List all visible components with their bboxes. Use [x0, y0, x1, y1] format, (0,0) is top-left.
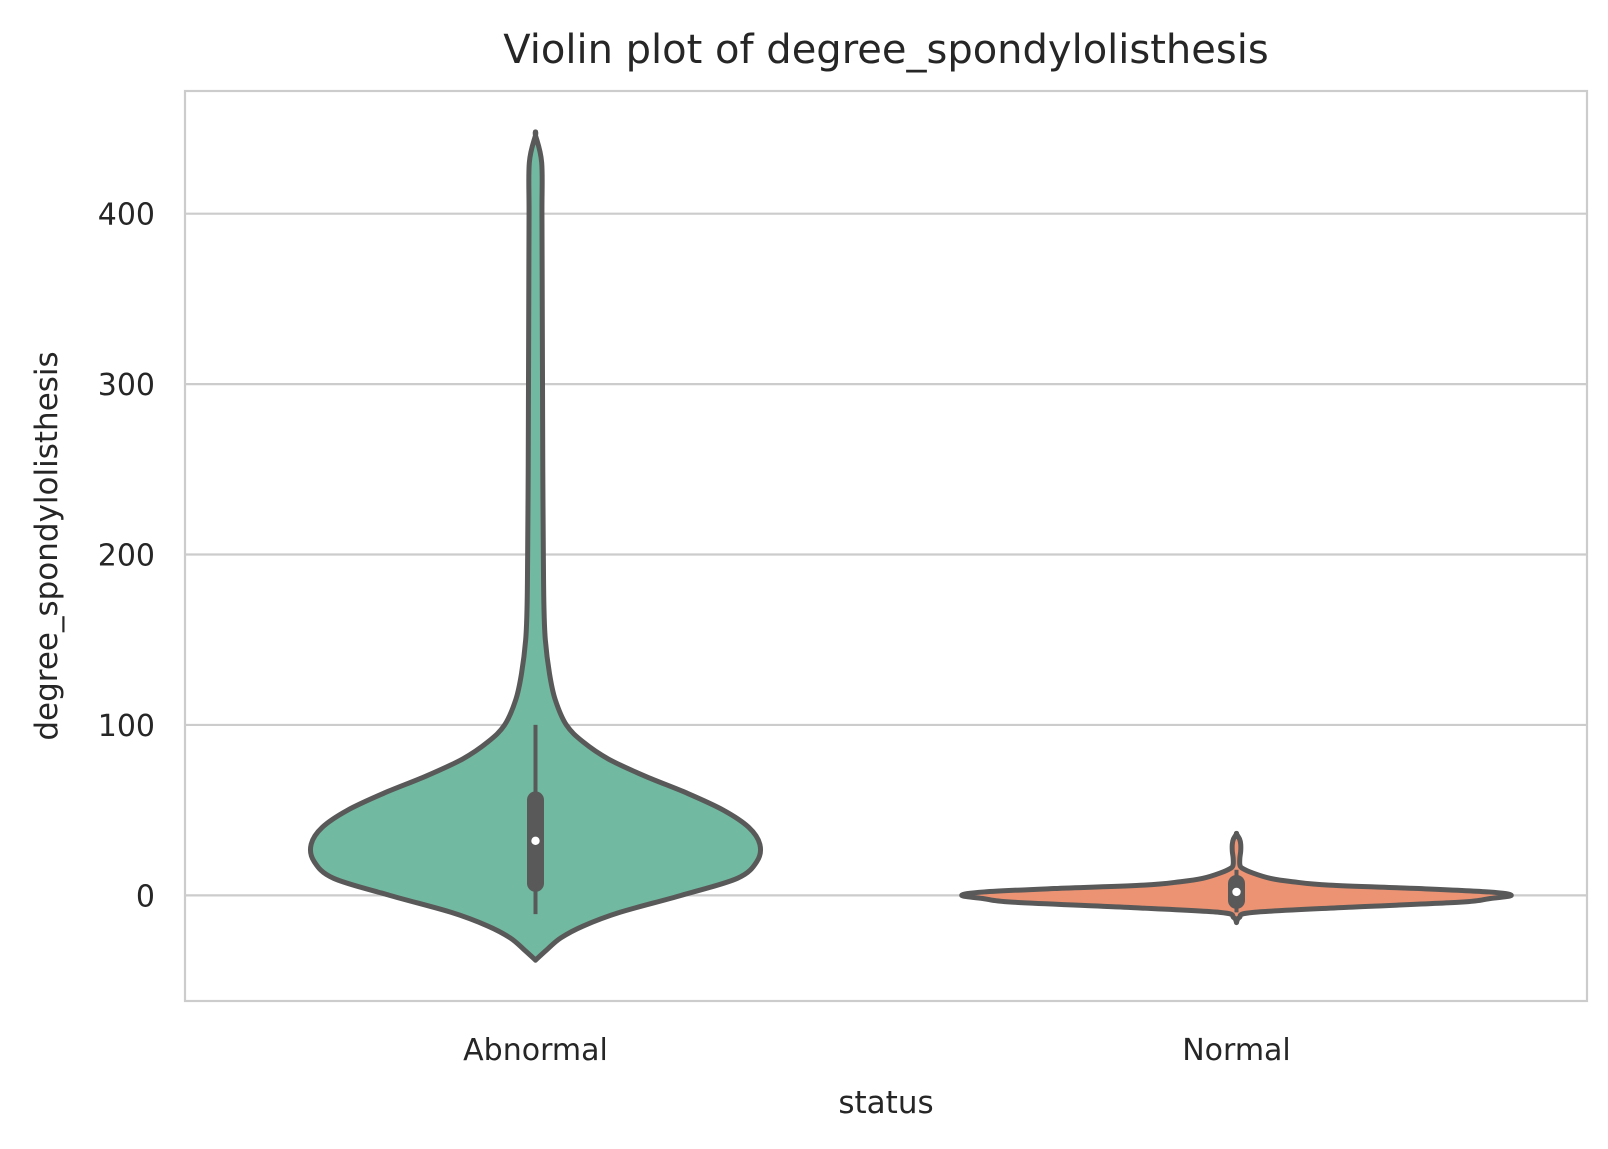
y-tick-label-100: 100 — [98, 709, 155, 744]
y-tick-label-400: 400 — [98, 198, 155, 233]
x-tick-label-normal: Normal — [1182, 1033, 1291, 1068]
violins — [307, 129, 1514, 963]
y-tick-labels: 0 100 200 300 400 — [98, 198, 155, 915]
y-tick-label-200: 200 — [98, 539, 155, 574]
median-dot-normal — [1232, 887, 1241, 897]
y-tick-label-0: 0 — [136, 879, 155, 914]
plot-frame — [183, 89, 1589, 1003]
violin-body-abnormal — [307, 129, 764, 963]
x-tick-label-abnormal: Abnormal — [463, 1033, 608, 1068]
x-axis-label: status — [838, 1085, 933, 1121]
violin-normal — [959, 830, 1514, 926]
y-tick-label-300: 300 — [98, 368, 155, 403]
chart-title: Violin plot of degree_spondylolisthesis — [503, 27, 1268, 73]
median-dot-abnormal — [531, 836, 540, 846]
x-tick-labels: Abnormal Normal — [463, 1033, 1291, 1068]
violin-abnormal — [307, 129, 764, 963]
y-axis-label: degree_spondylolisthesis — [29, 351, 65, 740]
